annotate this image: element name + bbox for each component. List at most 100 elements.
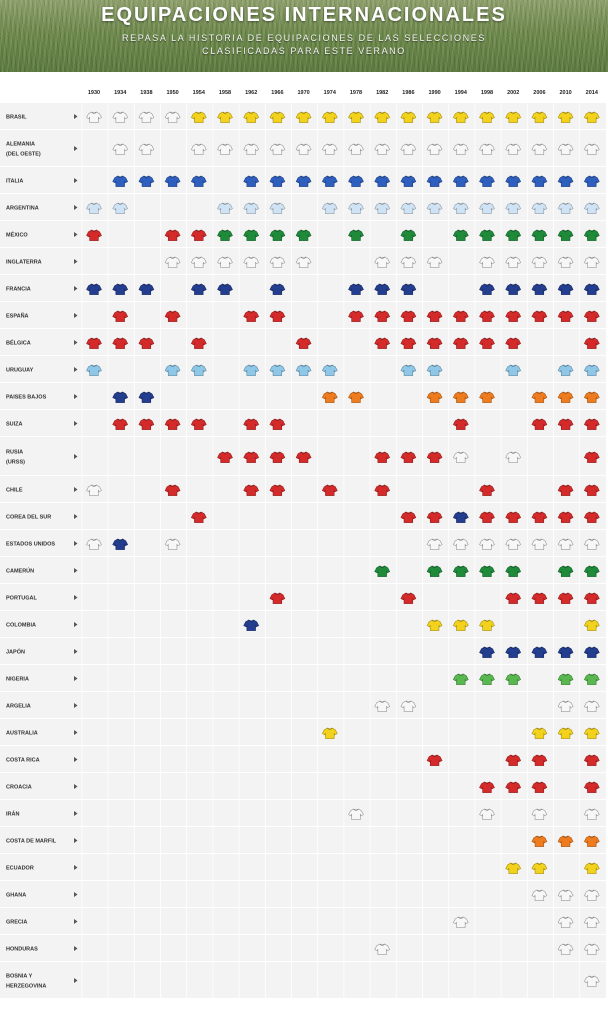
triangle-right-icon[interactable] [74,514,78,519]
column-divider [160,503,161,529]
triangle-right-icon[interactable] [74,568,78,573]
row-background [0,611,606,637]
shirt-collar [405,511,412,514]
team-row[interactable]: GRECIA [0,908,606,935]
shirt-collar [248,143,254,146]
triangle-right-icon[interactable] [74,541,78,546]
team-row[interactable]: BÉLGICA [0,329,606,356]
shirt-collar [536,808,543,811]
column-divider [474,584,476,610]
triangle-right-icon[interactable] [74,421,78,426]
team-row[interactable]: ESTADOS UNIDOS [0,530,606,557]
triangle-right-icon[interactable] [74,205,78,210]
shirt-collar [91,229,97,232]
triangle-right-icon[interactable] [74,892,78,897]
triangle-right-icon[interactable] [74,649,78,654]
column-divider [107,476,109,502]
shirt-collar [405,592,412,595]
triangle-right-icon[interactable] [74,919,78,924]
triangle-right-icon[interactable] [74,757,78,762]
triangle-right-icon[interactable] [74,784,78,789]
team-row[interactable]: GHANA [0,881,606,908]
triangle-right-icon[interactable] [74,622,78,627]
column-divider [395,130,397,166]
triangle-right-icon[interactable] [74,865,78,870]
shirt-collar [589,143,595,146]
triangle-right-icon[interactable] [74,676,78,681]
team-row[interactable]: PORTUGAL [0,584,606,611]
team-row[interactable]: BOSNIA Y HERZEGOVINA [0,962,606,999]
triangle-right-icon[interactable] [74,286,78,291]
triangle-right-icon[interactable] [74,487,78,492]
triangle-right-icon[interactable] [74,394,78,399]
shirt-collar [222,283,228,286]
column-divider [579,103,581,129]
team-row[interactable]: ITALIA [0,167,606,194]
team-name: HONDURAS [6,947,38,953]
team-row[interactable]: COLOMBIA [0,611,606,638]
shirt-collar [143,337,150,340]
triangle-right-icon[interactable] [74,313,78,318]
triangle-right-icon[interactable] [74,978,78,983]
team-row[interactable]: ALEMANIA (DEL OESTE) [0,130,606,167]
shirt-collar [300,364,307,367]
column-divider [317,773,319,799]
column-divider [369,962,371,998]
team-row[interactable]: FRANCIA [0,275,606,302]
team-row[interactable]: JAPÓN [0,638,606,665]
triangle-right-icon[interactable] [74,595,78,600]
grass-header: EQUIPACIONES INTERNACIONALES REPASA LA H… [0,0,608,72]
team-row[interactable]: ARGELIA [0,692,606,719]
row-background [0,557,606,583]
triangle-right-icon[interactable] [74,454,78,459]
shirt-collar [248,451,254,454]
team-row[interactable]: CAMERÚN [0,557,606,584]
team-row[interactable]: ESPAÑA [0,302,606,329]
team-row[interactable]: CHILE [0,476,606,503]
team-row[interactable]: HONDURAS [0,935,606,962]
team-row[interactable]: CROACIA [0,773,606,800]
triangle-right-icon[interactable] [74,838,78,843]
team-row[interactable]: SUIZA [0,410,606,437]
triangle-right-icon[interactable] [74,340,78,345]
triangle-right-icon[interactable] [74,730,78,735]
triangle-right-icon[interactable] [74,367,78,372]
team-row[interactable]: IRÁN [0,800,606,827]
shirt-collar [143,111,150,114]
shirt-collar [484,391,490,394]
triangle-right-icon[interactable] [74,146,78,151]
team-row[interactable]: BRASIL [0,103,606,130]
column-divider [212,800,214,826]
column-divider [395,773,397,799]
triangle-right-icon[interactable] [74,114,78,119]
triangle-right-icon[interactable] [74,178,78,183]
team-row[interactable]: ECUADOR [0,854,606,881]
team-row[interactable]: INGLATERRA [0,248,606,275]
team-row[interactable]: AUSTRALIA [0,719,606,746]
team-row[interactable]: PAISES BAJOS [0,383,606,410]
team-row[interactable]: COREA DEL SUR [0,503,606,530]
team-row[interactable]: ARGENTINA [0,194,606,221]
year-label: 2002 [507,90,519,96]
team-row[interactable]: MÉXICO [0,221,606,248]
team-row[interactable]: COSTA DE MARFIL [0,827,606,854]
column-divider [553,908,554,934]
triangle-right-icon[interactable] [74,703,78,708]
column-divider [81,275,83,301]
shirt-collar [484,538,490,541]
triangle-right-icon[interactable] [74,232,78,237]
column-divider [81,103,83,129]
shirt-collar [405,202,412,205]
column-divider [369,881,371,907]
triangle-right-icon[interactable] [74,946,78,951]
triangle-right-icon[interactable] [74,259,78,264]
team-row[interactable]: RUSIA (URSS) [0,437,606,476]
team-row[interactable]: COSTA RICA [0,746,606,773]
column-divider [160,746,161,772]
row-divider [0,907,606,908]
team-row[interactable]: URUGUAY [0,356,606,383]
column-divider [369,503,371,529]
column-divider [395,881,397,907]
team-row[interactable]: NIGERIA [0,665,606,692]
triangle-right-icon[interactable] [74,811,78,816]
